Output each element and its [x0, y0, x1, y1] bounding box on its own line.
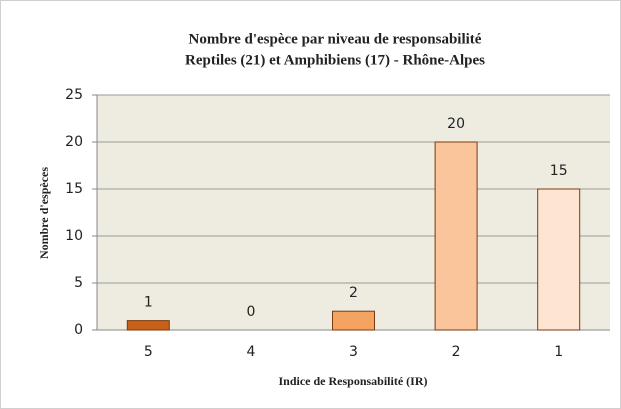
y-tick-label: 20 — [65, 134, 83, 150]
y-tick-label: 5 — [74, 275, 83, 291]
y-tick-label: 15 — [65, 181, 83, 197]
x-axis-label: Indice de Responsabilité (IR) — [278, 374, 427, 388]
x-tick-label: 2 — [452, 344, 461, 360]
x-tick-label: 4 — [246, 344, 255, 360]
data-label: 20 — [447, 116, 465, 132]
plot-area — [97, 95, 610, 330]
chart-subtitle: Reptiles (21) et Amphibiens (17) - Rhône… — [185, 52, 485, 68]
bar — [126, 320, 170, 331]
bar — [434, 141, 478, 331]
x-tick-label: 3 — [349, 344, 358, 360]
y-tick-label: 0 — [74, 322, 83, 338]
bar — [332, 310, 375, 331]
x-tick-label: 1 — [554, 344, 563, 360]
data-label: 0 — [246, 304, 255, 320]
y-tick-label: 25 — [65, 87, 83, 103]
y-axis-label: Nombre d'espèces — [37, 167, 51, 259]
chart-title: Nombre d'espèce par niveau de responsabi… — [189, 31, 482, 47]
bar — [537, 188, 581, 331]
y-tick-label: 10 — [65, 228, 83, 244]
x-tick-label: 5 — [144, 344, 153, 360]
data-label: 2 — [349, 285, 358, 301]
data-label: 1 — [144, 295, 153, 311]
data-label: 15 — [550, 163, 568, 179]
